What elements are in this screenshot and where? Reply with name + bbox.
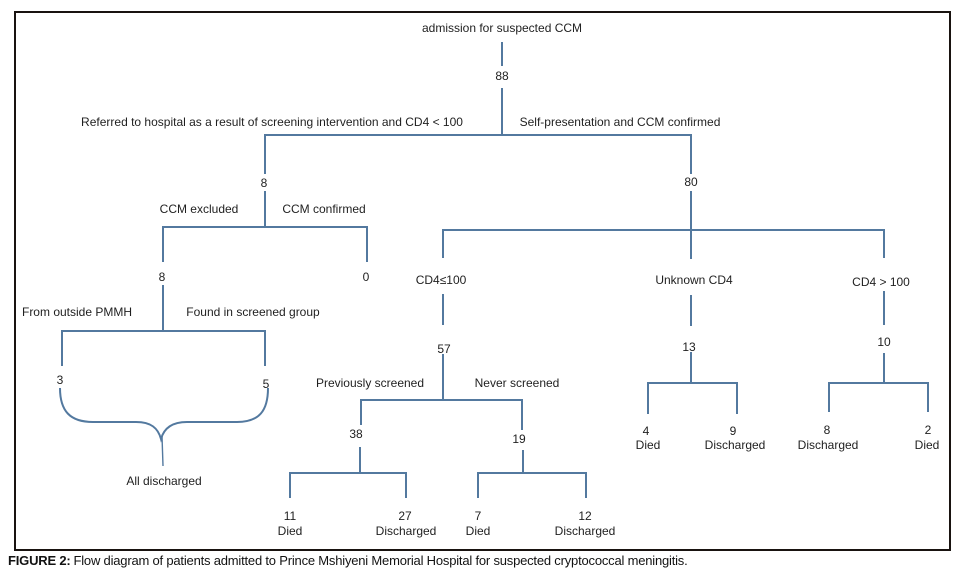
node-from-outside-count: 3	[56, 373, 64, 387]
node-found-screened-count: 5	[262, 377, 270, 391]
node-previously-screened-label: Previously screened	[315, 376, 425, 390]
node-never-screened-label: Never screened	[474, 376, 560, 390]
node-unknown-cd4-label: Unknown CD4	[655, 273, 733, 287]
node-selfpres-label: Self-presentation and CCM confirmed	[519, 115, 721, 129]
node-ccm-excluded-count: 8	[158, 270, 166, 284]
leaf-cd4gt-died-count: 2	[924, 423, 932, 437]
node-never-screened-count: 19	[512, 432, 526, 446]
node-found-screened-label: Found in screened group	[186, 305, 320, 319]
node-referred-count: 8	[260, 176, 268, 190]
node-from-outside-label: From outside PMMH	[21, 305, 133, 319]
node-root-count: 88	[495, 69, 509, 83]
node-referred-label: Referred to hospital as a result of scre…	[81, 115, 463, 129]
leaf-cd4gt-discharged-label: Discharged	[797, 438, 859, 452]
node-all-discharged-label: All discharged	[126, 474, 202, 488]
leaf-never-discharged-label: Discharged	[554, 524, 616, 538]
leaf-prev-discharged-label: Discharged	[375, 524, 437, 538]
node-ccm-confirmed-count: 0	[362, 270, 370, 284]
leaf-unknown-discharged-label: Discharged	[704, 438, 766, 452]
leaf-unknown-died-label: Died	[635, 438, 661, 452]
figure-border-box	[14, 11, 951, 551]
node-cd4le100-count: 57	[437, 342, 451, 356]
leaf-prev-died-count: 11	[283, 509, 297, 523]
leaf-unknown-discharged-count: 9	[729, 424, 737, 438]
leaf-prev-died-label: Died	[277, 524, 303, 538]
node-cd4gt100-count: 10	[877, 335, 891, 349]
leaf-never-died-count: 7	[474, 509, 482, 523]
leaf-never-discharged-count: 12	[578, 509, 592, 523]
node-previously-screened-count: 38	[349, 427, 363, 441]
figure-caption-text: Flow diagram of patients admitted to Pri…	[73, 553, 688, 568]
node-cd4gt100-label: CD4 > 100	[852, 275, 910, 289]
leaf-never-died-label: Died	[465, 524, 491, 538]
node-selfpres-count: 80	[684, 175, 698, 189]
leaf-prev-discharged-count: 27	[398, 509, 412, 523]
node-cd4le100-label: CD4≤100	[415, 273, 467, 287]
leaf-cd4gt-discharged-count: 8	[823, 423, 831, 437]
figure-caption-number: FIGURE 2:	[8, 553, 71, 568]
node-ccm-confirmed-label: CCM confirmed	[282, 202, 366, 216]
node-root-label: admission for suspected CCM	[421, 21, 583, 35]
figure-caption: FIGURE 2: Flow diagram of patients admitt…	[8, 553, 958, 568]
leaf-cd4gt-died-label: Died	[914, 438, 940, 452]
leaf-unknown-died-count: 4	[642, 424, 650, 438]
node-unknown-cd4-count: 13	[682, 340, 696, 354]
node-ccm-excluded-label: CCM excluded	[159, 202, 239, 216]
